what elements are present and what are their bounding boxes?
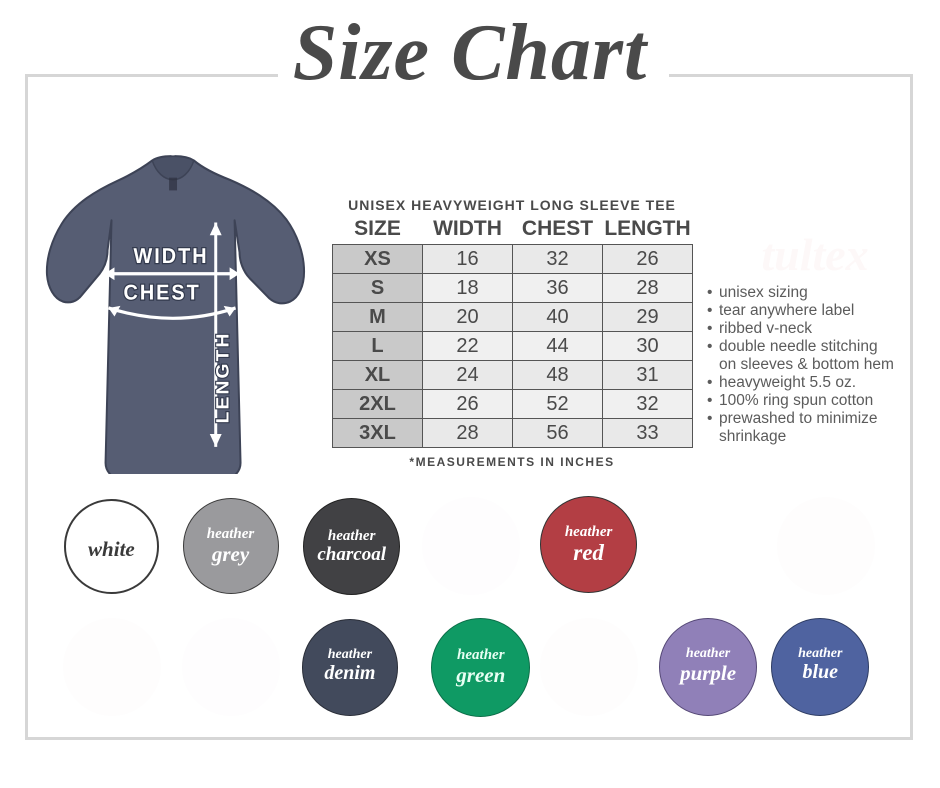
svg-text:LENGTH: LENGTH bbox=[213, 331, 233, 423]
svg-text:CHEST: CHEST bbox=[124, 281, 201, 305]
svg-text:WIDTH: WIDTH bbox=[134, 245, 209, 269]
